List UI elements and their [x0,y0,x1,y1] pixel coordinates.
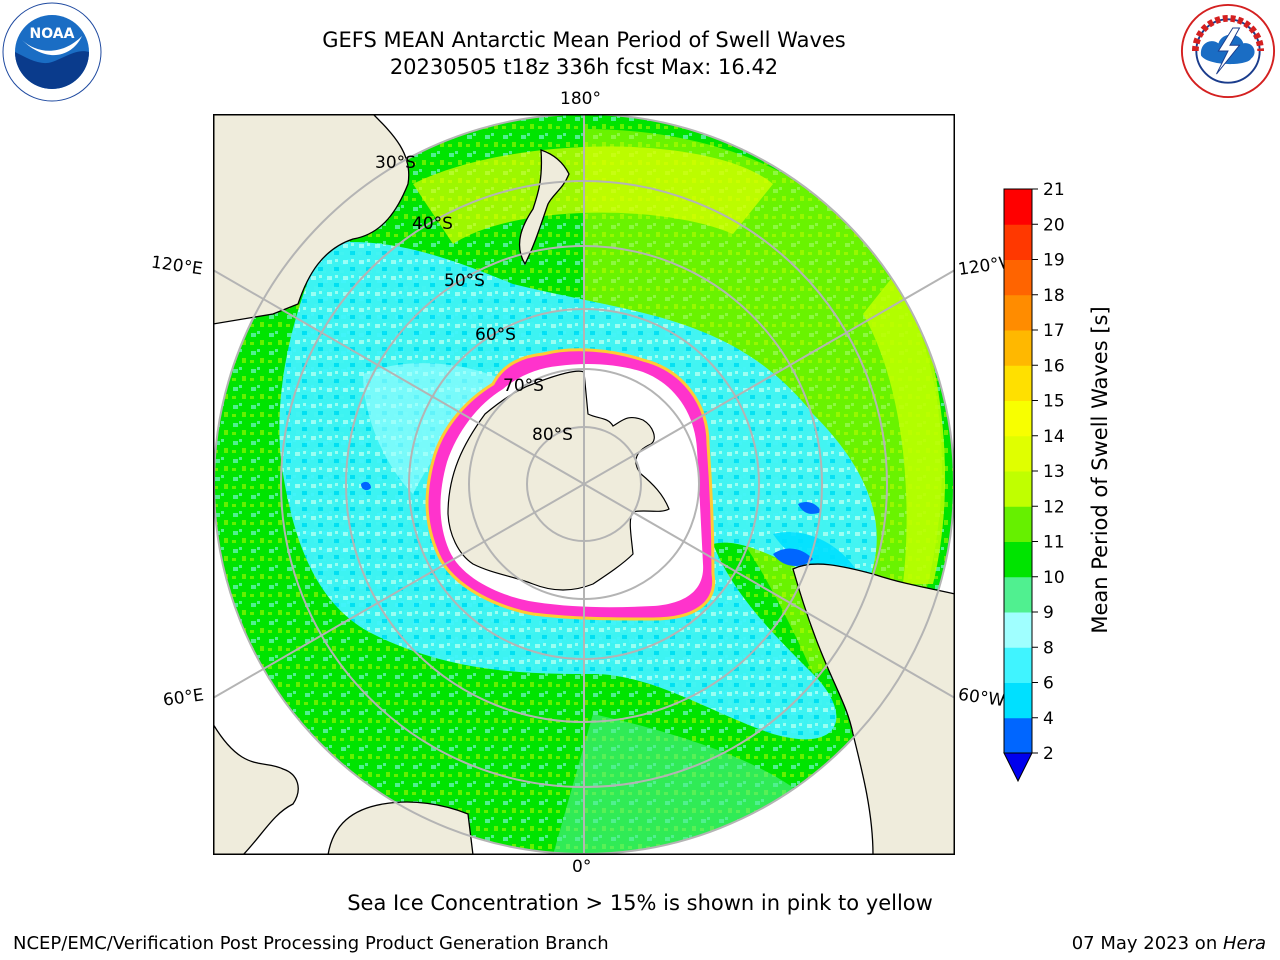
sea-ice-note: Sea Ice Concentration > 15% is shown in … [347,891,933,915]
lat-label-30s: 30°S [375,153,416,173]
colorbar-extend-arrow [1003,752,1033,783]
africa-land [327,801,474,855]
lon-label-0: 0° [572,857,592,877]
colorbar-label: Mean Period of Swell Waves [s] [1088,306,1112,634]
colorbar-bin [1004,612,1032,648]
colorbar-tick-label: 14 [1043,427,1065,447]
footer-credit: NCEP/EMC/Verification Post Processing Pr… [13,933,609,954]
colorbar-tick-label: 11 [1043,533,1065,553]
colorbar-tick-label: 13 [1043,462,1065,482]
lat-label-50s: 50°S [444,271,485,291]
lat-label-60s: 60°S [475,325,516,345]
map-border [213,114,955,855]
madagascar-land [213,722,299,855]
colorbar: 2 4 6 8 9 10 11 12 13 14 15 16 17 18 19 20 21 [1003,180,1065,783]
colorbar-bin [1004,330,1032,366]
colorbar-tick-label: 4 [1043,709,1054,729]
lon-label-60e: 60°E [161,685,206,711]
footer-date: 07 May 2023 on Hera [1072,933,1266,954]
lon-label-120e: 120°E [149,252,204,280]
colorbar-bin [1004,224,1032,260]
polar-map: 30°S 40°S 50°S 60°S 70°S 80°S [213,114,955,855]
footer-date-text: 07 May 2023 on [1071,933,1223,954]
colorbar-bin [1004,435,1032,472]
colorbar-tick-label: 16 [1043,356,1065,376]
map-title: GEFS MEAN Antarctic Mean Period of Swell… [322,28,846,52]
colorbar-tick-label: 15 [1043,392,1065,412]
colorbar-bin [1004,506,1032,542]
lon-label-180: 180° [560,89,601,109]
colorbar-tick-label: 6 [1043,674,1054,694]
colorbar-bin [1004,400,1032,437]
lat-label-40s: 40°S [412,214,453,234]
nws-logo [1180,3,1276,99]
colorbar-bin [1004,294,1032,331]
colorbar-bin [1004,576,1032,613]
colorbar-bin [1004,189,1032,225]
colorbar-tick-label: 19 [1043,251,1065,271]
meridian-60e-120w [213,269,955,699]
map-subtitle: 20230505 t18z 336h fcst Max: 16.42 [389,55,779,79]
colorbar-bin [1004,365,1032,401]
south-america-land [792,563,955,855]
colorbar-tick-label: 12 [1043,497,1065,517]
colorbar-tick-label: 21 [1043,180,1065,200]
footer-machine: Hera [1222,933,1266,954]
colorbar-tick-label: 17 [1043,321,1065,341]
colorbar-tick-label: 2 [1043,744,1054,764]
colorbar-tick-label: 10 [1043,568,1065,588]
colorbar-tick-label: 18 [1043,286,1065,306]
lat-label-70s: 70°S [503,376,544,396]
new-zealand-land [518,149,570,266]
colorbar-tick-label: 9 [1043,603,1054,623]
colorbar-bin [1004,682,1032,719]
colorbar-bin [1004,647,1032,683]
colorbar-bin [1004,541,1032,578]
colorbar-bin [1004,259,1032,296]
noaa-logo: NOAA [2,2,102,102]
land-masses [213,114,955,855]
lat-label-80s: 80°S [532,425,573,445]
colorbar-tick-label: 20 [1043,215,1065,235]
colorbar-bin [1004,717,1032,754]
colorbar-tick-label: 8 [1043,638,1054,658]
noaa-logo-text: NOAA [30,26,75,42]
australia-land [213,114,410,325]
colorbar-bin [1004,471,1032,507]
